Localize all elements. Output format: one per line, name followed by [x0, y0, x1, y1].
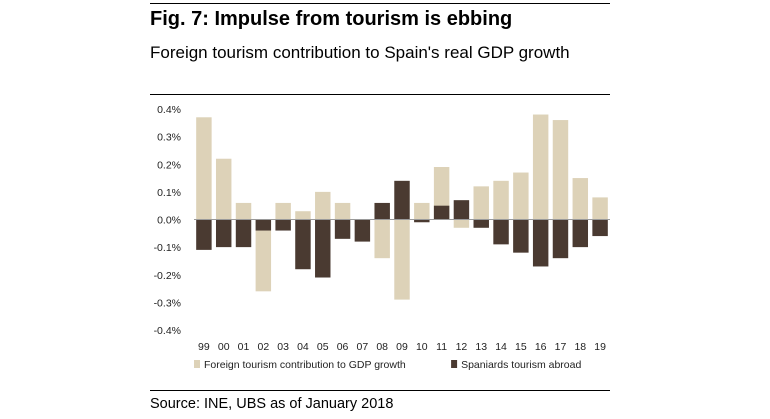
y-tick-label: 0.1% [157, 187, 181, 199]
bar-spaniards-abroad-10 [414, 219, 430, 223]
legend-swatch-foreign-tourism [194, 360, 200, 368]
source-note: Source: INE, UBS as of January 2018 [150, 396, 394, 412]
figure-frame: Fig. 7: Impulse from tourism is ebbing F… [150, 0, 610, 419]
x-tick-label: 19 [594, 341, 606, 353]
bar-foreign-tourism-17 [552, 120, 569, 220]
y-tick-label: 0.0% [157, 215, 181, 227]
x-tick-label: 00 [218, 341, 230, 353]
legend-label-foreign-tourism: Foreign tourism contribution to GDP grow… [204, 359, 406, 371]
bar-spaniards-abroad-05 [315, 219, 331, 278]
x-tick-label: 17 [555, 341, 567, 353]
bar-spaniards-abroad-09 [394, 180, 410, 220]
x-tick-label: 06 [337, 341, 349, 353]
y-tick-label: -0.4% [154, 325, 181, 337]
y-tick-label: -0.3% [154, 297, 181, 309]
bar-foreign-tourism-99 [196, 117, 212, 220]
bar-foreign-tourism-05 [315, 191, 331, 220]
bar-spaniards-abroad-01 [235, 219, 252, 248]
x-tick-label: 04 [297, 341, 309, 353]
bar-foreign-tourism-19 [592, 197, 608, 220]
bar-foreign-tourism-14 [493, 180, 509, 220]
y-tick-label: -0.2% [154, 270, 181, 282]
bar-foreign-tourism-06 [334, 202, 351, 220]
bar-foreign-tourism-02 [255, 219, 272, 292]
bar-foreign-tourism-18 [572, 178, 589, 220]
bar-spaniards-abroad-04 [295, 219, 311, 270]
y-tick-label: 0.2% [157, 159, 181, 171]
bar-spaniards-abroad-18 [572, 219, 589, 248]
x-tick-label: 08 [376, 341, 388, 353]
bar-foreign-tourism-09 [394, 219, 410, 300]
bar-foreign-tourism-12 [453, 219, 470, 228]
bar-spaniards-abroad-06 [334, 219, 351, 239]
bar-foreign-tourism-10 [414, 202, 430, 220]
legend-swatch-spaniards-abroad [451, 360, 458, 368]
x-tick-label: 07 [357, 341, 369, 353]
bar-foreign-tourism-13 [473, 186, 489, 220]
bar-spaniards-abroad-12 [453, 200, 470, 220]
bar-spaniards-abroad-08 [374, 202, 390, 220]
bar-foreign-tourism-04 [295, 211, 311, 220]
bar-foreign-tourism-15 [513, 172, 529, 220]
x-tick-label: 09 [396, 341, 408, 353]
bar-spaniards-abroad-19 [592, 219, 608, 237]
bar-spaniards-abroad-00 [215, 219, 232, 248]
x-tick-label: 05 [317, 341, 329, 353]
bar-spaniards-abroad-13 [473, 219, 489, 228]
bar-spaniards-abroad-11 [433, 205, 450, 220]
y-tick-label: -0.1% [154, 242, 181, 254]
chart-subtitle: Foreign tourism contribution to Spain's … [150, 43, 570, 62]
x-tick-label: 12 [456, 341, 468, 353]
x-tick-label: 01 [238, 341, 250, 353]
bar-spaniards-abroad-99 [196, 219, 212, 250]
bar-spaniards-abroad-17 [552, 219, 569, 259]
chart-title: Fig. 7: Impulse from tourism is ebbing [150, 8, 513, 30]
x-tick-label: 15 [515, 341, 527, 353]
bar-foreign-tourism-08 [374, 219, 390, 259]
footer-divider [150, 390, 610, 391]
top-divider [150, 3, 610, 4]
bar-spaniards-abroad-15 [513, 219, 529, 253]
bar-spaniards-abroad-14 [493, 219, 509, 245]
x-tick-label: 10 [416, 341, 428, 353]
x-tick-label: 11 [436, 341, 447, 353]
x-tick-label: 03 [277, 341, 289, 353]
bar-chart: 0.4% 0.3% 0.2% 0.1% 0.0% -0.1% -0.2% -0.3% -0.4%… [154, 104, 610, 371]
bar-foreign-tourism-03 [275, 202, 291, 220]
x-tick-label: 14 [495, 341, 507, 353]
y-tick-label: 0.4% [157, 104, 181, 116]
bar-spaniards-abroad-03 [275, 219, 291, 231]
header-divider [150, 94, 610, 95]
bar-foreign-tourism-01 [235, 202, 252, 220]
legend-label-spaniards-abroad: Spaniards tourism abroad [461, 359, 581, 371]
bar-spaniards-abroad-02 [255, 219, 272, 231]
x-tick-label: 02 [257, 341, 269, 353]
x-tick-label: 16 [535, 341, 547, 353]
bar-spaniards-abroad-07 [354, 219, 371, 242]
bar-foreign-tourism-00 [215, 158, 232, 220]
x-tick-label: 13 [475, 341, 487, 353]
bar-foreign-tourism-16 [532, 114, 549, 220]
x-tick-label: 99 [198, 341, 210, 353]
bar-spaniards-abroad-16 [532, 219, 549, 267]
x-tick-label: 18 [574, 341, 586, 353]
y-tick-label: 0.3% [157, 132, 181, 144]
